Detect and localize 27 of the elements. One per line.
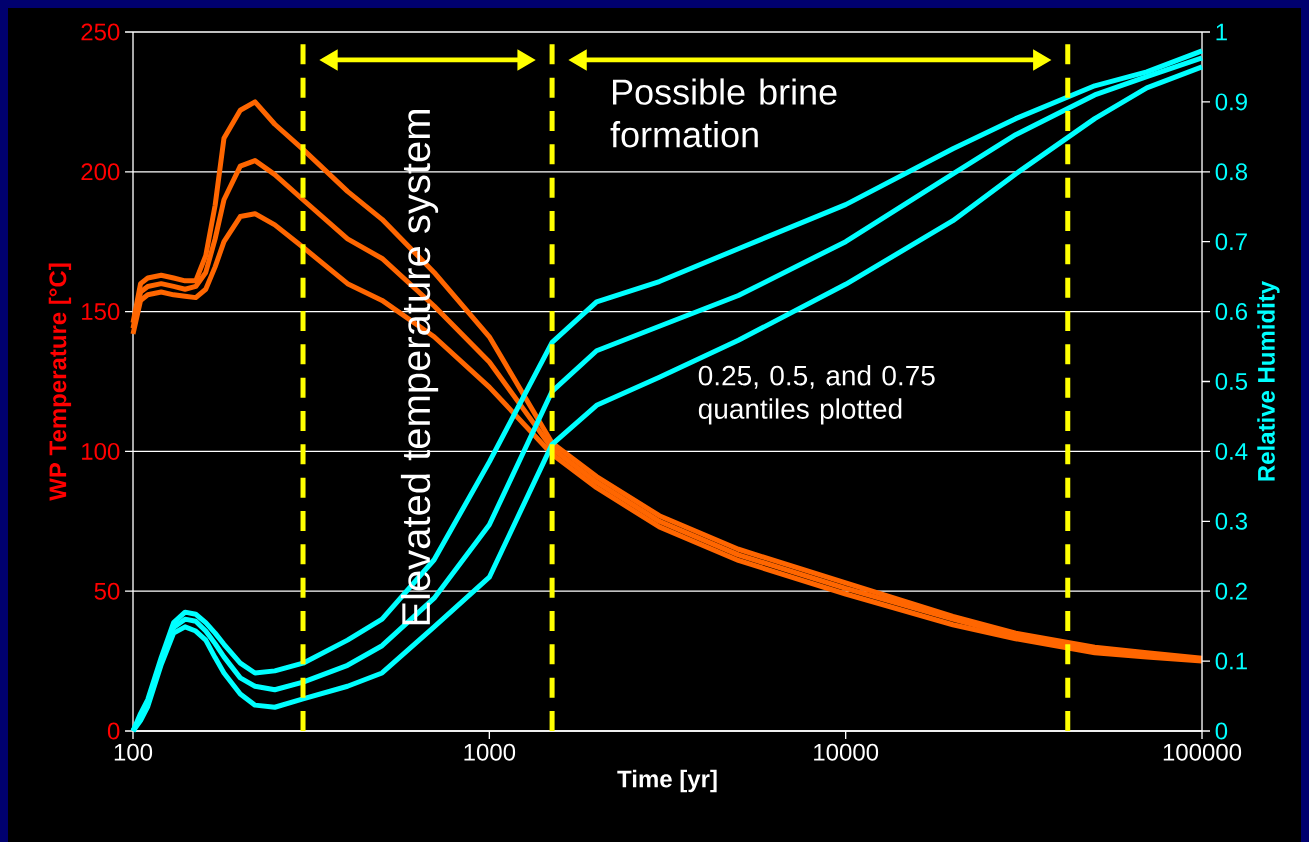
y2-tick-label: 0 bbox=[1215, 722, 1228, 740]
y2-tick-label: 0.4 bbox=[1215, 442, 1248, 460]
y2-tick-label: 0.8 bbox=[1215, 163, 1248, 181]
y-tick-label: 200 bbox=[81, 163, 120, 181]
y2-tick-label: 0.5 bbox=[1215, 372, 1248, 390]
y2-tick-label: 0.3 bbox=[1215, 512, 1248, 530]
x-tick-label: 100000 bbox=[1163, 743, 1242, 761]
y2-tick-label: 0.9 bbox=[1215, 93, 1247, 111]
annotation: Possible brine formation bbox=[610, 78, 837, 148]
y2-axis-title: Relative Humidity bbox=[1257, 280, 1280, 481]
y2-tick-label: 1 bbox=[1216, 23, 1227, 41]
y2-tick-label: 0.1 bbox=[1215, 652, 1247, 670]
x-axis-title: Time [yr] bbox=[617, 769, 717, 793]
x-tick-label: 1000 bbox=[464, 743, 516, 761]
y2-tick-label: 0.6 bbox=[1215, 303, 1248, 321]
annotation: Elevated temperature system bbox=[400, 110, 439, 625]
x-tick-label: 10000 bbox=[814, 743, 879, 761]
annotation: 0.25, 0.5, and 0.75 quantiles plotted bbox=[698, 364, 935, 425]
y-tick-label: 250 bbox=[81, 23, 120, 41]
y-axis-title: WP Temperature [°C] bbox=[48, 263, 72, 501]
y-tick-label: 150 bbox=[82, 303, 120, 321]
y2-tick-label: 0.2 bbox=[1215, 582, 1247, 600]
y-tick-label: 100 bbox=[82, 442, 120, 460]
x-tick-label: 100 bbox=[114, 743, 153, 761]
y2-tick-label: 0.7 bbox=[1215, 233, 1247, 251]
y-tick-label: 0 bbox=[107, 722, 120, 740]
y-tick-label: 50 bbox=[94, 582, 120, 600]
